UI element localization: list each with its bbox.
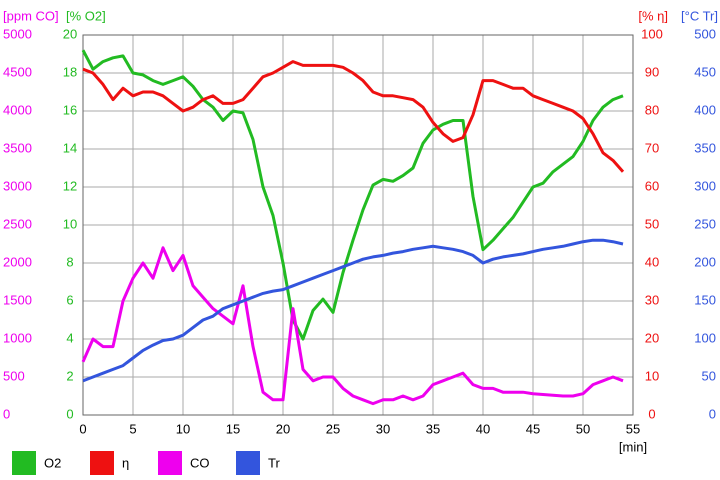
x-tick-label: 35 xyxy=(426,421,440,436)
y-tick-label: 20 xyxy=(63,26,77,41)
x-tick-label: 30 xyxy=(376,421,390,436)
x-axis-label: [min] xyxy=(619,439,647,454)
x-tick-label: 25 xyxy=(326,421,340,436)
y4-tick-label: 100 xyxy=(694,330,716,345)
y2-tick-label: 30 xyxy=(645,292,659,307)
y2-tick-label: 60 xyxy=(645,178,659,193)
y4-tick-label: 400 xyxy=(694,102,716,117)
legend-swatch xyxy=(90,451,114,475)
y3-tick-label: 5000 xyxy=(3,26,32,41)
y-tick-label: 18 xyxy=(63,64,77,79)
legend-label: η xyxy=(122,455,129,470)
y4-tick-label: 150 xyxy=(694,292,716,307)
y2-tick-label: 50 xyxy=(645,216,659,231)
y3-tick-label: 2500 xyxy=(3,216,32,231)
y3-tick-label: 3000 xyxy=(3,178,32,193)
y4-tick-label: 200 xyxy=(694,254,716,269)
series-line xyxy=(82,60,625,173)
x-tick-label: 40 xyxy=(476,421,490,436)
y-axis-label: [% O2] xyxy=(66,8,106,23)
y2-tick-label: 0 xyxy=(648,406,655,421)
x-tick-label: 5 xyxy=(129,421,136,436)
legend-swatch xyxy=(12,451,36,475)
y4-tick-label: 250 xyxy=(694,216,716,231)
series-line xyxy=(82,238,624,383)
y-tick-label: 6 xyxy=(66,292,73,307)
y3-tick-label: 3500 xyxy=(3,140,32,155)
y-tick-label: 12 xyxy=(63,178,77,193)
x-tick-label: 20 xyxy=(276,421,290,436)
x-tick-label: 55 xyxy=(626,421,640,436)
y-tick-label: 16 xyxy=(63,102,77,117)
y4-axis-label: [°C Tr] xyxy=(681,8,718,23)
y3-tick-label: 4000 xyxy=(3,102,32,117)
y-tick-label: 8 xyxy=(66,254,73,269)
y3-tick-label: 500 xyxy=(3,368,25,383)
y-tick-label: 2 xyxy=(66,368,73,383)
series-line xyxy=(81,49,624,341)
y2-tick-label: 20 xyxy=(645,330,659,345)
y3-tick-label: 4500 xyxy=(3,64,32,79)
y2-axis-label: [% η] xyxy=(638,8,668,23)
y-tick-label: 14 xyxy=(63,140,77,155)
y4-tick-label: 450 xyxy=(694,64,716,79)
y2-tick-label: 90 xyxy=(645,64,659,79)
y4-tick-label: 0 xyxy=(709,406,716,421)
y-tick-label: 10 xyxy=(63,216,77,231)
y2-tick-label: 100 xyxy=(641,26,663,41)
y3-tick-label: 2000 xyxy=(3,254,32,269)
y3-tick-label: 1000 xyxy=(3,330,32,345)
y-tick-label: 0 xyxy=(66,406,73,421)
y3-tick-label: 1500 xyxy=(3,292,32,307)
plot-frame xyxy=(82,34,634,416)
y2-tick-label: 10 xyxy=(645,368,659,383)
y4-tick-label: 50 xyxy=(702,368,716,383)
legend-label: O2 xyxy=(44,455,61,470)
y3-tick-label: 0 xyxy=(3,406,10,421)
legend-swatch xyxy=(158,451,182,475)
series-line xyxy=(81,246,624,406)
legend-label: CO xyxy=(190,455,210,470)
x-tick-label: 45 xyxy=(526,421,540,436)
legend-swatch xyxy=(236,451,260,475)
y2-tick-label: 70 xyxy=(645,140,659,155)
y-tick-label: 4 xyxy=(66,330,73,345)
y4-tick-label: 350 xyxy=(694,140,716,155)
x-tick-label: 0 xyxy=(79,421,86,436)
x-tick-label: 10 xyxy=(176,421,190,436)
legend-label: Tr xyxy=(268,455,280,470)
y2-tick-label: 80 xyxy=(645,102,659,117)
x-tick-label: 50 xyxy=(576,421,590,436)
y4-tick-label: 500 xyxy=(694,26,716,41)
x-tick-label: 15 xyxy=(226,421,240,436)
y4-tick-label: 300 xyxy=(694,178,716,193)
y3-axis-label: [ppm CO] xyxy=(3,8,59,23)
y2-tick-label: 40 xyxy=(645,254,659,269)
